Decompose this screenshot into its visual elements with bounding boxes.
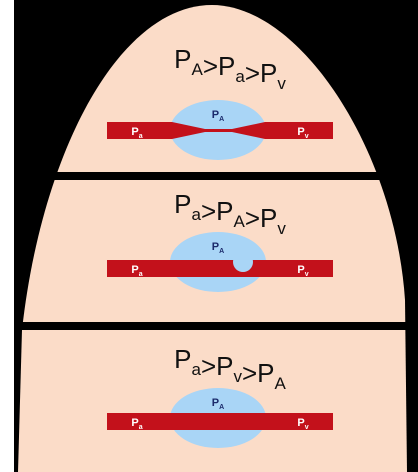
alveolar-compression — [233, 252, 253, 272]
symbol: P — [174, 189, 191, 219]
symbol: P — [297, 417, 304, 429]
zone-divider — [14, 322, 418, 330]
symbol: P — [212, 241, 219, 253]
subscript: v — [277, 219, 286, 238]
symbol: P — [260, 203, 277, 233]
symbol: P — [131, 417, 138, 429]
symbol: P — [216, 196, 233, 226]
subscript: a — [139, 271, 143, 278]
relation: > — [245, 58, 260, 88]
symbol: P — [257, 358, 274, 388]
relation: > — [201, 351, 216, 381]
subscript: a — [139, 133, 143, 140]
symbol: P — [297, 264, 304, 276]
symbol: P — [218, 51, 235, 81]
subscript: A — [219, 404, 224, 411]
subscript: A — [191, 60, 203, 79]
symbol: P — [260, 58, 277, 88]
symbol: P — [174, 344, 191, 374]
subscript: A — [233, 212, 245, 231]
relation: > — [242, 358, 257, 388]
symbol: P — [212, 109, 219, 121]
subscript: v — [305, 424, 309, 431]
subscript: A — [219, 248, 224, 255]
subscript: A — [219, 116, 224, 123]
lung-zones-diagram: PA>Pa>PvPAPaPvPa>PA>PvPAPaPvPa>Pv>PAPAPa… — [0, 0, 418, 472]
symbol: P — [174, 44, 191, 74]
subscript: v — [305, 271, 309, 278]
zone-divider — [14, 172, 418, 180]
subscript: v — [277, 74, 286, 93]
symbol: P — [297, 126, 304, 138]
symbol: P — [131, 264, 138, 276]
symbol: P — [216, 351, 233, 381]
subscript: v — [305, 133, 309, 140]
relation: > — [201, 196, 216, 226]
relation: > — [245, 203, 260, 233]
symbol: P — [212, 397, 219, 409]
subscript: A — [275, 374, 287, 393]
symbol: P — [131, 126, 138, 138]
subscript: a — [139, 424, 143, 431]
relation: > — [203, 51, 218, 81]
